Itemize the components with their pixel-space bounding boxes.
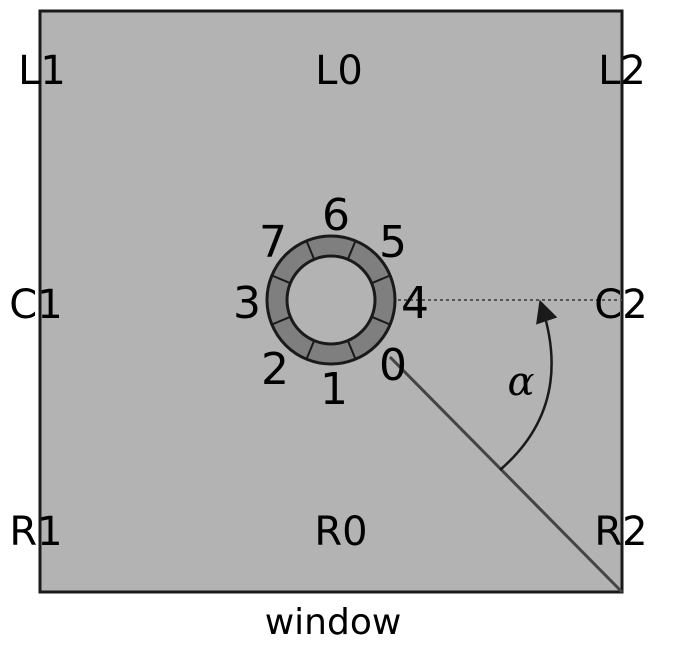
label-C1: C1 bbox=[9, 282, 62, 328]
label-R1: R1 bbox=[9, 509, 62, 555]
label-R2: R2 bbox=[594, 509, 647, 555]
ring-divider bbox=[305, 240, 316, 260]
label-L2: L2 bbox=[598, 48, 646, 94]
ring-label-3: 3 bbox=[233, 278, 261, 329]
ring-label-5: 5 bbox=[379, 217, 407, 268]
ring-label-1: 1 bbox=[320, 364, 348, 415]
ring-label-6: 6 bbox=[322, 190, 350, 241]
window-caption: window bbox=[265, 602, 402, 643]
ring-divider bbox=[346, 240, 357, 260]
ring-label-2: 2 bbox=[261, 344, 289, 395]
ring bbox=[265, 234, 397, 366]
angle-arc bbox=[499, 299, 558, 471]
ring-segment-dividers bbox=[271, 240, 391, 360]
ring-divider bbox=[346, 340, 357, 360]
ring-divider bbox=[371, 274, 391, 285]
ring-inner bbox=[285, 254, 377, 346]
label-R0: R0 bbox=[314, 509, 367, 555]
ring-label-7: 7 bbox=[259, 217, 287, 268]
diagonal-line bbox=[388, 355, 624, 594]
ring-label-4: 4 bbox=[401, 278, 429, 329]
label-L1: L1 bbox=[18, 48, 66, 94]
ring-divider bbox=[305, 340, 316, 360]
ring-divider bbox=[271, 274, 291, 285]
label-L0: L0 bbox=[315, 48, 363, 94]
label-C2: C2 bbox=[594, 282, 647, 328]
angle-alpha-label: α bbox=[507, 359, 534, 405]
ring-label-0: 0 bbox=[379, 340, 407, 391]
ring-divider bbox=[271, 315, 291, 326]
ring-divider bbox=[371, 315, 391, 326]
